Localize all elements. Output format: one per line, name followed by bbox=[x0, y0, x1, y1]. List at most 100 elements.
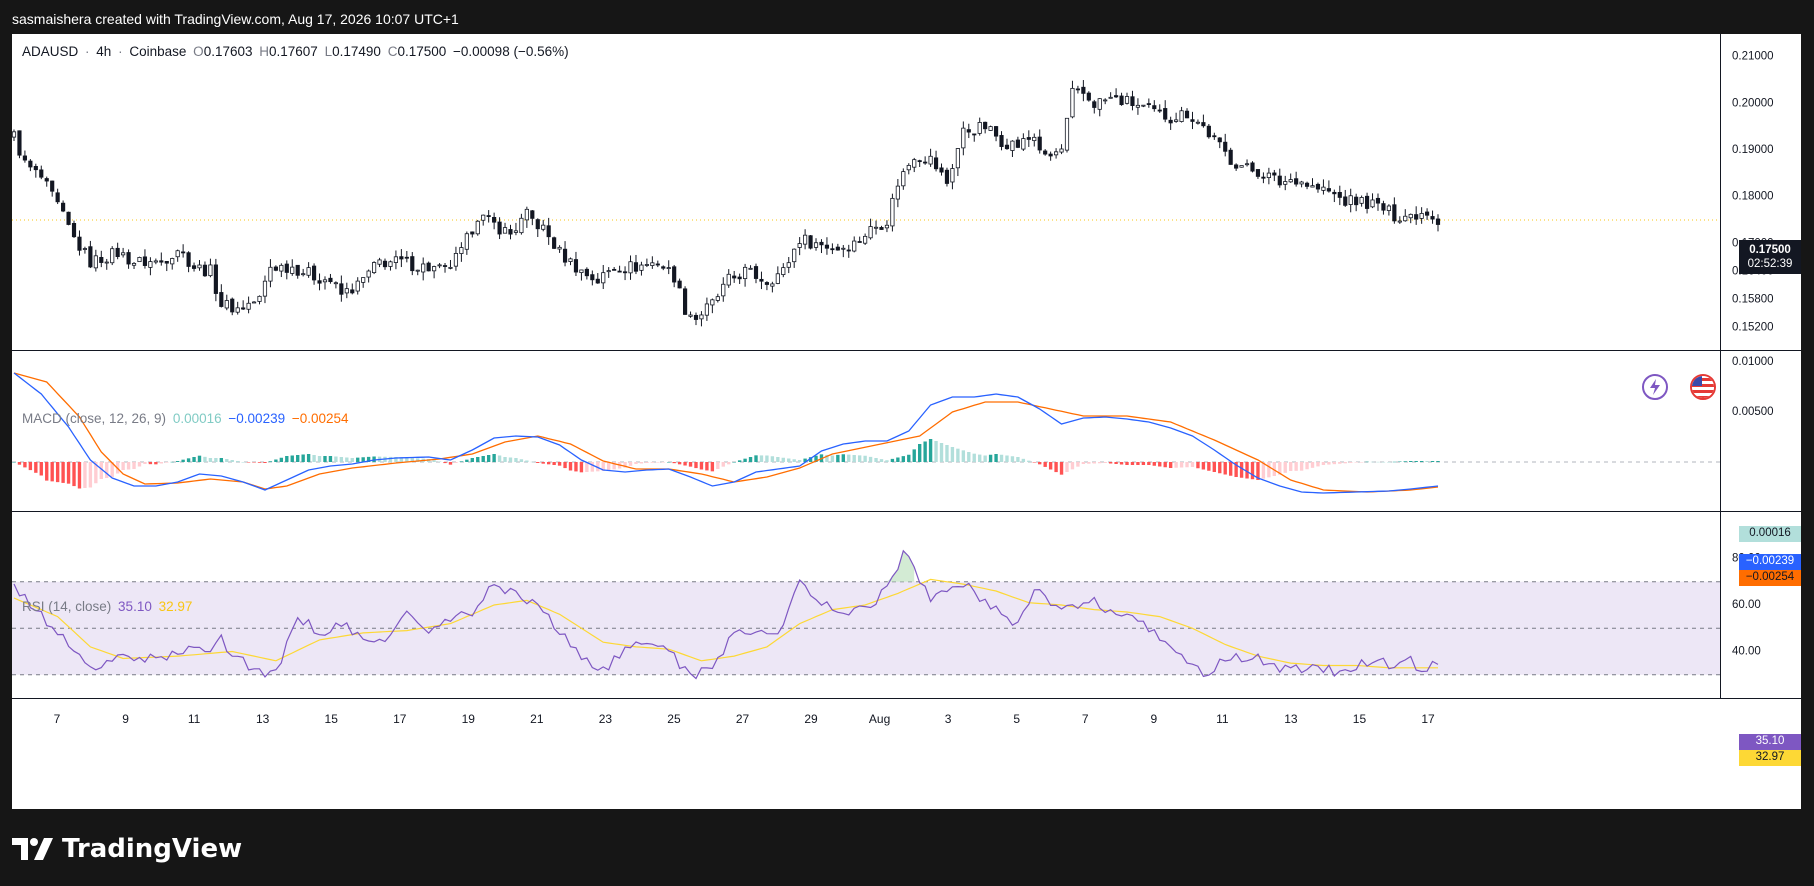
candle[interactable] bbox=[372, 262, 377, 274]
candle[interactable] bbox=[453, 253, 459, 267]
candle[interactable] bbox=[175, 250, 180, 258]
candle[interactable] bbox=[895, 185, 900, 200]
candle[interactable] bbox=[1103, 99, 1108, 102]
candle[interactable] bbox=[295, 264, 300, 276]
candle[interactable] bbox=[944, 169, 950, 184]
candle[interactable] bbox=[917, 160, 922, 163]
candle[interactable] bbox=[415, 269, 420, 272]
candle[interactable] bbox=[622, 271, 628, 274]
candle[interactable] bbox=[55, 192, 60, 203]
candle[interactable] bbox=[279, 264, 284, 272]
candle[interactable] bbox=[541, 224, 546, 230]
candle[interactable] bbox=[377, 259, 382, 265]
candle[interactable] bbox=[508, 229, 513, 235]
candle[interactable] bbox=[284, 263, 289, 273]
candle[interactable] bbox=[1326, 188, 1331, 192]
candle[interactable] bbox=[437, 264, 442, 267]
candle[interactable] bbox=[819, 241, 824, 246]
candle[interactable] bbox=[197, 264, 202, 269]
candle[interactable] bbox=[715, 296, 720, 301]
candle[interactable] bbox=[682, 288, 688, 315]
candle[interactable] bbox=[1174, 119, 1179, 122]
candle[interactable] bbox=[410, 256, 415, 272]
candle[interactable] bbox=[961, 127, 966, 149]
candle[interactable] bbox=[71, 223, 77, 238]
candle[interactable] bbox=[1043, 150, 1048, 155]
candle[interactable] bbox=[246, 302, 251, 310]
candle[interactable] bbox=[835, 246, 840, 251]
candle[interactable] bbox=[361, 277, 366, 283]
candle[interactable] bbox=[1086, 92, 1091, 101]
lightning-icon[interactable] bbox=[1642, 374, 1668, 400]
candle[interactable] bbox=[170, 258, 175, 265]
candle[interactable] bbox=[1130, 96, 1135, 106]
candle[interactable] bbox=[137, 257, 142, 263]
candle[interactable] bbox=[1310, 185, 1315, 188]
candle[interactable] bbox=[1359, 197, 1364, 204]
candle[interactable] bbox=[552, 237, 557, 249]
candle[interactable] bbox=[1288, 179, 1293, 183]
candle[interactable] bbox=[1392, 204, 1397, 222]
candle[interactable] bbox=[1403, 215, 1408, 222]
candle[interactable] bbox=[17, 130, 22, 156]
rsi-indicator-label[interactable]: RSI (14, close) bbox=[22, 599, 112, 614]
candle[interactable] bbox=[475, 220, 480, 235]
candle[interactable] bbox=[235, 307, 240, 313]
candle[interactable] bbox=[268, 266, 273, 282]
candle[interactable] bbox=[852, 240, 857, 252]
candle[interactable] bbox=[1212, 135, 1217, 138]
candle[interactable] bbox=[1026, 137, 1031, 140]
candle[interactable] bbox=[502, 227, 508, 234]
candle[interactable] bbox=[710, 299, 715, 306]
candle[interactable] bbox=[1184, 110, 1190, 119]
candle[interactable] bbox=[693, 314, 699, 320]
candle[interactable] bbox=[726, 273, 731, 286]
candle[interactable] bbox=[77, 236, 82, 251]
candle[interactable] bbox=[224, 300, 229, 309]
candle[interactable] bbox=[421, 263, 426, 273]
candle[interactable] bbox=[497, 221, 502, 235]
candle[interactable] bbox=[1206, 125, 1211, 138]
candle[interactable] bbox=[388, 261, 393, 267]
candle[interactable] bbox=[546, 225, 551, 238]
candle[interactable] bbox=[1354, 196, 1359, 206]
candle[interactable] bbox=[1108, 96, 1113, 99]
candle[interactable] bbox=[808, 235, 813, 249]
chart-frame[interactable]: 0.210000.200000.190000.180000.170000.164… bbox=[12, 34, 1801, 809]
candle[interactable] bbox=[606, 270, 611, 273]
candle[interactable] bbox=[322, 279, 328, 283]
candle[interactable] bbox=[846, 249, 851, 252]
candle[interactable] bbox=[775, 273, 780, 284]
candle[interactable] bbox=[617, 270, 622, 273]
candle[interactable] bbox=[933, 157, 939, 170]
candle[interactable] bbox=[590, 274, 595, 281]
candle[interactable] bbox=[966, 129, 971, 133]
candle[interactable] bbox=[513, 230, 519, 233]
candle[interactable] bbox=[857, 241, 862, 243]
candle[interactable] bbox=[1190, 119, 1195, 122]
candle[interactable] bbox=[1228, 149, 1233, 165]
candle[interactable] bbox=[612, 268, 617, 271]
candle[interactable] bbox=[1141, 104, 1146, 107]
candle[interactable] bbox=[1037, 136, 1042, 151]
candle[interactable] bbox=[22, 155, 27, 161]
candle[interactable] bbox=[470, 231, 475, 235]
candle[interactable] bbox=[792, 248, 797, 263]
candle[interactable] bbox=[273, 266, 278, 271]
candle[interactable] bbox=[159, 260, 164, 263]
candle[interactable] bbox=[33, 165, 38, 171]
candle[interactable] bbox=[928, 155, 933, 165]
candle[interactable] bbox=[1217, 137, 1222, 143]
candle[interactable] bbox=[1097, 98, 1102, 110]
candle[interactable] bbox=[753, 266, 759, 279]
candle[interactable] bbox=[486, 215, 491, 217]
candle[interactable] bbox=[677, 280, 682, 289]
candle[interactable] bbox=[568, 258, 573, 262]
candle[interactable] bbox=[950, 168, 955, 183]
candle[interactable] bbox=[813, 242, 819, 248]
candle[interactable] bbox=[639, 264, 644, 271]
candle[interactable] bbox=[1059, 148, 1064, 153]
candle[interactable] bbox=[126, 252, 131, 265]
candle[interactable] bbox=[301, 273, 306, 276]
candle[interactable] bbox=[181, 251, 186, 254]
